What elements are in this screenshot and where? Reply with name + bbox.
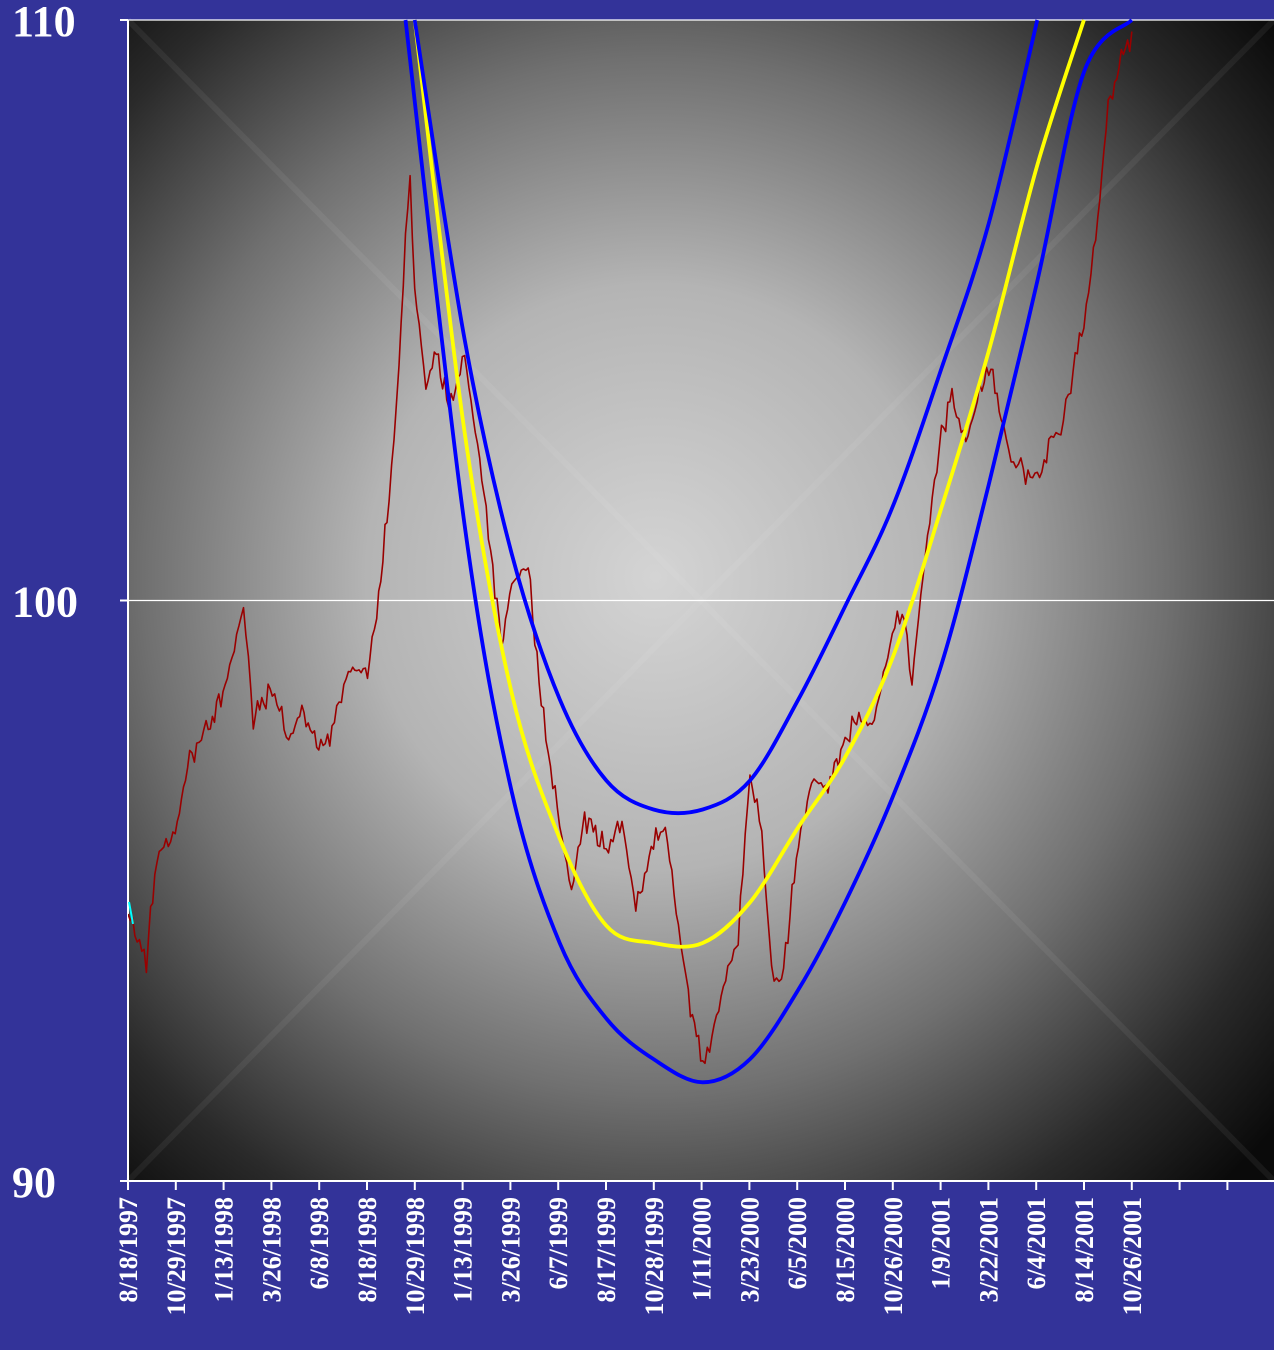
y-tick-label-100: 100 — [12, 578, 78, 627]
x-tick-label: 10/26/2000 — [879, 1197, 908, 1315]
y-tick-label-110: 110 — [12, 0, 76, 46]
x-tick-label: 6/7/1999 — [544, 1197, 573, 1289]
x-tick-label: 1/13/1998 — [210, 1197, 239, 1302]
x-tick-label: 8/18/1997 — [114, 1197, 143, 1302]
y-tick-label-90: 90 — [12, 1158, 56, 1207]
start-marker — [128, 901, 134, 925]
x-tick-label: 6/5/2000 — [783, 1197, 812, 1289]
x-tick-label: 10/28/1999 — [640, 1197, 669, 1315]
y-tick-labels: 110 100 90 — [12, 0, 78, 1207]
lower-band-curve — [403, 18, 1134, 1085]
x-tick-label: 8/17/1999 — [592, 1197, 621, 1302]
x-tick-label: 10/29/1997 — [162, 1197, 191, 1315]
x-tick-label: 3/23/2000 — [735, 1197, 764, 1302]
x-tick-label: 8/18/1998 — [353, 1197, 382, 1302]
x-tick-label: 10/29/1998 — [401, 1197, 430, 1315]
x-tick-label: 6/8/1998 — [305, 1197, 334, 1289]
x-tick-label: 3/26/1999 — [496, 1197, 525, 1302]
upper-band-curve — [412, 19, 1040, 815]
axes — [120, 19, 1274, 1190]
x-tick-labels: 8/18/1997 10/29/1997 1/13/1998 3/26/1998 6/8… — [114, 1197, 1147, 1315]
price-line — [128, 31, 1133, 1065]
x-tick-label: 8/15/2000 — [831, 1197, 860, 1302]
x-tick-label: 1/13/1999 — [449, 1197, 478, 1302]
x-tick-label: 3/22/2001 — [974, 1197, 1003, 1302]
x-tick-label: 6/4/2001 — [1022, 1197, 1051, 1289]
x-tick-label: 3/26/1998 — [257, 1197, 286, 1302]
center-curve — [412, 19, 1086, 949]
x-tick-label: 8/14/2001 — [1070, 1197, 1099, 1302]
x-tick-label: 1/11/2000 — [688, 1197, 717, 1301]
series — [128, 18, 1134, 1085]
x-tick-label: 10/26/2001 — [1118, 1197, 1147, 1315]
x-tick-label: 1/9/2001 — [927, 1197, 956, 1289]
